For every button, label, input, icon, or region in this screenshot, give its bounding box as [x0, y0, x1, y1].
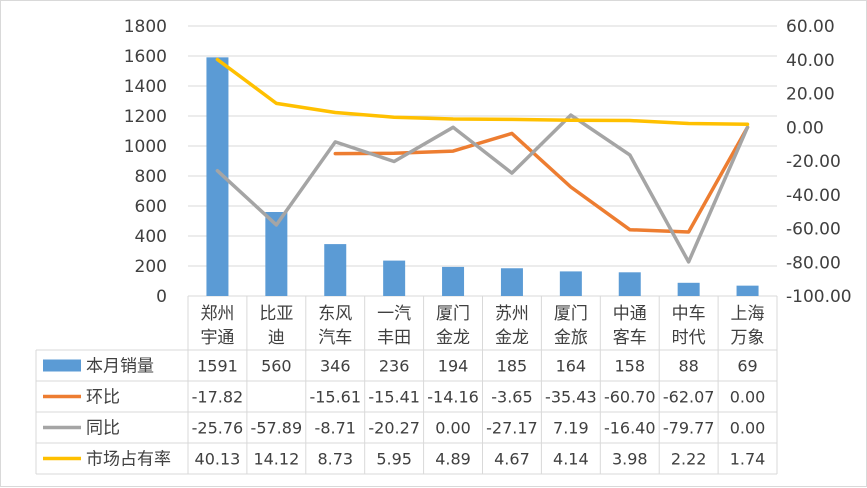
data-label: 0.00	[730, 419, 766, 438]
legend-label: 同比	[86, 419, 120, 439]
data-label: -14.16	[427, 388, 479, 407]
data-label: -79.77	[663, 419, 715, 438]
bar	[265, 212, 288, 296]
category-label: 宇通	[200, 328, 234, 348]
right-axis-tick-label: 40.00	[786, 51, 835, 71]
category-label: 上海	[731, 304, 765, 324]
legend-label: 市场占有率	[86, 450, 171, 470]
category-label: 中车	[672, 304, 706, 324]
data-label: 3.98	[612, 450, 648, 469]
right-axis-tick-label: 20.00	[786, 85, 835, 105]
data-label: -3.65	[491, 388, 532, 407]
left-axis-tick-label: 600	[135, 197, 167, 217]
bar	[736, 285, 759, 296]
bar	[383, 260, 406, 296]
data-label: -25.76	[192, 419, 244, 438]
right-axis-tick-label: -40.00	[786, 186, 841, 206]
data-label: 185	[497, 357, 528, 376]
data-label: 69	[737, 357, 757, 376]
left-axis-tick-label: 1400	[124, 77, 167, 97]
data-label: -17.82	[192, 388, 244, 407]
data-label: -20.27	[368, 419, 420, 438]
data-label: 8.73	[317, 450, 353, 469]
category-label: 汽车	[318, 328, 352, 348]
data-label: 1.74	[730, 450, 766, 469]
left-axis-tick-label: 200	[135, 257, 167, 277]
data-label: 0.00	[730, 388, 766, 407]
data-label: -62.07	[663, 388, 715, 407]
right-axis-tick-label: 60.00	[786, 17, 835, 37]
bar	[324, 244, 347, 296]
data-label: -60.70	[604, 388, 656, 407]
data-label: -15.41	[368, 388, 420, 407]
right-axis-tick-label: 0.00	[786, 118, 824, 138]
category-label: 东风	[318, 304, 352, 324]
data-label: 5.95	[376, 450, 412, 469]
category-label: 金龙	[436, 328, 470, 348]
bar	[500, 268, 523, 296]
right-axis-tick-label: -80.00	[786, 253, 841, 273]
category-label: 金龙	[495, 328, 529, 348]
bar	[677, 282, 700, 296]
left-axis-tick-label: 1200	[124, 107, 167, 127]
category-label: 比亚	[259, 304, 293, 324]
data-label: 7.19	[553, 419, 589, 438]
left-axis-tick-label: 400	[135, 227, 167, 247]
bar	[206, 57, 229, 296]
category-label: 迪	[268, 328, 285, 348]
series-line	[215, 113, 750, 264]
series-line	[215, 57, 750, 127]
data-label: 1591	[197, 357, 238, 376]
category-label: 苏州	[495, 304, 529, 324]
left-axis-tick-label: 1000	[124, 137, 167, 157]
category-label: 郑州	[200, 304, 234, 324]
data-label: -8.71	[315, 419, 356, 438]
data-label: -16.40	[604, 419, 656, 438]
category-label: 厦门	[554, 304, 588, 324]
data-label: 158	[614, 357, 645, 376]
right-axis-tick-label: -60.00	[786, 220, 841, 240]
data-label: 194	[438, 357, 469, 376]
legend-key	[43, 359, 81, 372]
category-label: 金旅	[554, 328, 588, 348]
data-label: -35.43	[545, 388, 597, 407]
data-label: 4.67	[494, 450, 530, 469]
data-label: 2.22	[671, 450, 707, 469]
data-label: 346	[320, 357, 351, 376]
left-axis-tick-label: 1600	[124, 47, 167, 67]
data-label: 88	[678, 357, 698, 376]
data-label: 0.00	[435, 419, 471, 438]
right-axis-tick-label: -100.00	[786, 287, 852, 307]
bar	[559, 271, 582, 296]
data-label: -27.17	[486, 419, 538, 438]
bar	[442, 266, 465, 296]
right-axis-tick-label: -20.00	[786, 152, 841, 172]
bar	[618, 272, 641, 296]
data-label: 4.89	[435, 450, 471, 469]
category-label: 丰田	[377, 328, 411, 348]
data-label: 164	[556, 357, 587, 376]
category-label: 一汽	[377, 304, 411, 324]
data-label: -57.89	[251, 419, 303, 438]
left-axis-tick-label: 800	[135, 167, 167, 187]
data-label: 236	[379, 357, 410, 376]
category-label: 客车	[613, 328, 647, 348]
data-label: 4.14	[553, 450, 589, 469]
category-label: 厦门	[436, 304, 470, 324]
legend-label: 本月销量	[86, 357, 154, 377]
data-label: 14.12	[253, 450, 299, 469]
data-label: -15.61	[309, 388, 361, 407]
category-label: 万象	[731, 328, 765, 348]
series-line	[333, 125, 750, 234]
legend-label: 环比	[86, 388, 120, 408]
category-label: 中通	[613, 304, 647, 324]
left-axis-tick-label: 0	[156, 287, 167, 307]
data-label: 40.13	[195, 450, 241, 469]
category-label: 时代	[672, 328, 706, 348]
left-axis-tick-label: 1800	[124, 17, 167, 37]
data-label: 560	[261, 357, 292, 376]
